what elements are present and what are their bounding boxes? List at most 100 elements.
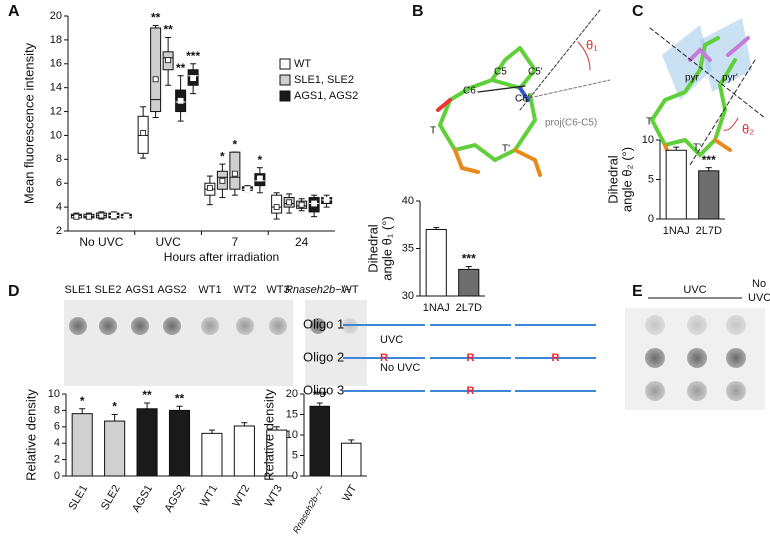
y-axis-label: angle θ₂ (°) — [619, 147, 634, 212]
x-tick-label: 24 — [295, 235, 309, 249]
significance: * — [233, 137, 238, 151]
y-tick-label: 10 — [286, 429, 298, 441]
bar — [425, 229, 447, 297]
molecule-c — [649, 18, 766, 166]
y-axis-label: Relative density — [23, 389, 38, 481]
lane-label: WT — [341, 284, 358, 296]
bar — [665, 149, 687, 220]
mean — [123, 213, 130, 220]
panel-label: E — [632, 283, 643, 300]
mean — [190, 75, 197, 82]
y-tick-label: 18 — [50, 34, 62, 46]
blot-dot — [687, 381, 707, 401]
bar — [309, 405, 331, 477]
y-tick-label: 0 — [54, 470, 60, 482]
y-tick-label: 12 — [50, 105, 62, 117]
x-tick-label: AGS2 — [163, 483, 188, 514]
mean — [231, 170, 238, 177]
row-label: UVC — [380, 334, 403, 346]
panel-label: B — [412, 3, 424, 20]
mean — [219, 177, 226, 184]
legend-label: WT — [294, 58, 311, 70]
x-tick-label: No UVC — [79, 235, 123, 249]
bar — [104, 420, 126, 477]
y-tick-label: 8 — [56, 153, 62, 165]
blot-dot — [645, 381, 665, 401]
blot-dot — [687, 315, 707, 335]
x-tick-label: SLE2 — [99, 483, 123, 512]
significance: *** — [462, 252, 476, 266]
blot-dot — [201, 317, 219, 335]
blot-dot — [163, 317, 181, 335]
bar — [168, 409, 191, 477]
blot-header: UVC — [683, 284, 706, 296]
y-tick-label: 5 — [648, 173, 654, 185]
oligo-name: Oligo 2 — [303, 349, 344, 364]
mean — [206, 185, 213, 191]
bar — [136, 408, 158, 477]
blot-dot — [99, 317, 117, 335]
legend-swatch — [279, 74, 291, 86]
blot-dot — [69, 317, 87, 335]
lane-label: WT3 — [266, 284, 289, 296]
y-tick-label: 6 — [56, 177, 62, 189]
significance: ** — [151, 11, 161, 25]
significance: * — [112, 400, 117, 414]
mean — [140, 130, 147, 136]
x-tick-label: AGS1 — [130, 483, 155, 514]
mean — [298, 201, 305, 208]
blot-dot — [236, 317, 254, 335]
legend-swatch — [279, 90, 291, 102]
y-tick-label: 20 — [286, 388, 298, 400]
legend-label: SLE1, SLE2 — [294, 74, 354, 86]
mean — [73, 213, 80, 220]
bar — [698, 170, 720, 220]
box — [150, 27, 162, 113]
blot-dot — [269, 317, 287, 335]
x-tick-label: UVC — [155, 235, 181, 249]
modification-label: R — [467, 385, 475, 397]
base-label: pyr' — [722, 73, 738, 84]
legend-swatch — [279, 58, 291, 70]
mean — [286, 199, 293, 206]
row-label: No UVC — [380, 362, 420, 374]
lane-label: Rnaseh2b−/− — [285, 284, 352, 296]
bar — [201, 432, 223, 477]
modification-label: R — [552, 352, 560, 364]
atom-label: T' — [502, 144, 510, 155]
atom-label: C6 — [463, 86, 476, 97]
legend-label: AGS1, AGS2 — [294, 90, 358, 102]
y-axis-label: Mean fluorescence intensity — [21, 42, 36, 204]
modification-label: R — [467, 352, 475, 364]
atom-label: C5 — [494, 67, 507, 78]
mean — [152, 76, 159, 83]
y-tick-label: 10 — [642, 134, 654, 146]
significance: * — [80, 394, 85, 408]
mean — [85, 213, 92, 220]
y-axis-label: Dihedral — [605, 155, 620, 204]
bar — [71, 413, 93, 477]
panel-label: A — [8, 3, 20, 20]
lane-label: SLE1 — [65, 284, 92, 296]
y-tick-label: 8 — [54, 404, 60, 416]
blot-dot — [726, 381, 746, 401]
modification-label: R — [380, 352, 388, 364]
blot — [305, 300, 367, 386]
y-tick-label: 20 — [50, 10, 62, 22]
y-tick-label: 15 — [286, 408, 298, 420]
significance: ** — [175, 391, 185, 405]
x-tick-label: WT1 — [198, 483, 220, 509]
significance: * — [220, 149, 225, 163]
blot-dot — [726, 348, 746, 368]
x-tick-label: 7 — [232, 235, 239, 249]
y-tick-label: 0 — [292, 470, 298, 482]
y-tick-label: 10 — [50, 129, 62, 141]
significance: *** — [313, 388, 327, 402]
bar — [233, 425, 255, 477]
lane-label: WT2 — [233, 284, 256, 296]
x-tick-label: WT — [340, 483, 359, 504]
angle-label: θ₁ — [586, 37, 598, 52]
lane-label: AGS2 — [157, 284, 186, 296]
base-label: pyr — [685, 73, 700, 84]
significance: *** — [702, 153, 716, 167]
